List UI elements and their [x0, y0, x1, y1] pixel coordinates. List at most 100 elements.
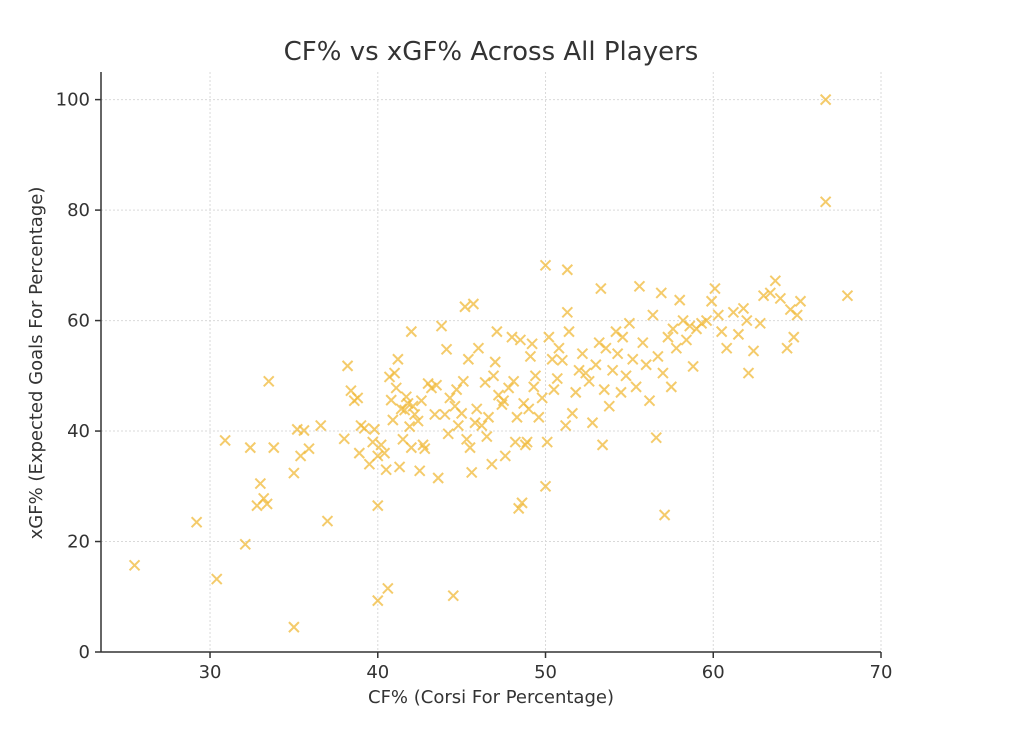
- data-point: [523, 403, 535, 415]
- data-point: [455, 407, 468, 420]
- data-point: [528, 381, 540, 393]
- data-point: [388, 367, 401, 379]
- data-point: [526, 338, 538, 350]
- data-point: [539, 259, 552, 272]
- data-point: [539, 480, 552, 492]
- data-point: [190, 516, 203, 528]
- y-tick-label: 60: [67, 311, 90, 332]
- data-point: [435, 320, 448, 332]
- data-point: [375, 439, 387, 451]
- data-point: [603, 400, 615, 412]
- data-point: [543, 331, 555, 343]
- data-point: [514, 334, 527, 346]
- data-point: [665, 381, 678, 393]
- data-points: [128, 93, 854, 633]
- data-point: [338, 433, 350, 445]
- data-point: [440, 343, 453, 356]
- data-point: [298, 424, 310, 437]
- data-point: [467, 298, 480, 310]
- data-point: [288, 467, 300, 479]
- data-point: [405, 441, 418, 454]
- data-point: [643, 394, 656, 407]
- x-tick-label: 50: [534, 662, 557, 683]
- data-point: [387, 414, 399, 426]
- data-point: [511, 411, 523, 423]
- x-tick-label: 70: [870, 662, 893, 683]
- data-point: [466, 466, 478, 479]
- data-point: [598, 383, 610, 396]
- data-point: [709, 282, 721, 295]
- data-point: [640, 359, 652, 371]
- data-point: [563, 325, 575, 338]
- data-point: [382, 582, 394, 595]
- data-point: [754, 317, 766, 330]
- y-tick-label: 80: [67, 200, 90, 221]
- data-point: [408, 408, 421, 421]
- data-point: [600, 342, 612, 354]
- data-point: [650, 431, 662, 444]
- data-point: [791, 309, 803, 321]
- data-point: [680, 334, 693, 346]
- data-point: [469, 417, 481, 429]
- data-point: [553, 342, 565, 354]
- data-point: [529, 370, 542, 382]
- data-point: [727, 306, 740, 318]
- data-point: [741, 314, 753, 327]
- data-point: [521, 436, 533, 448]
- x-axis-label: CF% (Corsi For Percentage): [368, 687, 614, 708]
- data-point: [841, 290, 854, 302]
- data-point: [674, 294, 686, 306]
- x-tick-label: 60: [702, 662, 725, 683]
- data-point: [580, 367, 592, 379]
- data-point: [398, 404, 411, 416]
- data-point: [447, 589, 459, 602]
- data-point: [506, 331, 518, 343]
- data-point: [615, 386, 627, 399]
- data-point: [419, 443, 431, 455]
- data-point: [464, 441, 476, 454]
- data-point: [819, 196, 832, 208]
- data-point: [403, 420, 416, 433]
- data-point: [637, 336, 649, 349]
- data-point: [546, 353, 558, 365]
- data-point: [556, 354, 568, 367]
- data-point: [533, 411, 545, 423]
- data-point: [479, 376, 491, 389]
- data-point: [390, 382, 402, 394]
- data-point: [606, 364, 619, 376]
- data-point: [627, 353, 639, 365]
- data-point: [358, 422, 371, 434]
- data-point: [670, 342, 683, 354]
- data-point: [712, 309, 724, 321]
- data-point: [341, 360, 354, 372]
- data-point: [368, 423, 381, 436]
- data-point: [430, 379, 443, 391]
- data-point: [482, 411, 495, 423]
- data-point: [583, 375, 595, 388]
- data-point: [662, 331, 674, 343]
- data-point: [630, 381, 642, 393]
- data-point: [372, 450, 384, 462]
- y-tick-label: 20: [67, 532, 90, 553]
- data-point: [684, 320, 696, 332]
- data-point: [541, 436, 553, 448]
- data-point: [476, 419, 488, 432]
- data-point: [219, 434, 231, 447]
- data-point: [715, 325, 728, 338]
- data-point: [432, 472, 444, 484]
- data-point: [667, 323, 679, 335]
- data-point: [415, 394, 428, 407]
- data-point: [315, 419, 327, 432]
- data-point: [509, 436, 522, 448]
- data-point: [378, 447, 391, 459]
- data-point: [211, 573, 223, 585]
- data-point: [781, 342, 793, 354]
- data-point: [655, 287, 667, 299]
- data-point: [548, 383, 560, 396]
- data-point: [616, 331, 629, 343]
- data-point: [462, 353, 475, 365]
- data-point: [405, 325, 418, 338]
- data-point: [263, 375, 275, 388]
- data-point: [566, 407, 579, 420]
